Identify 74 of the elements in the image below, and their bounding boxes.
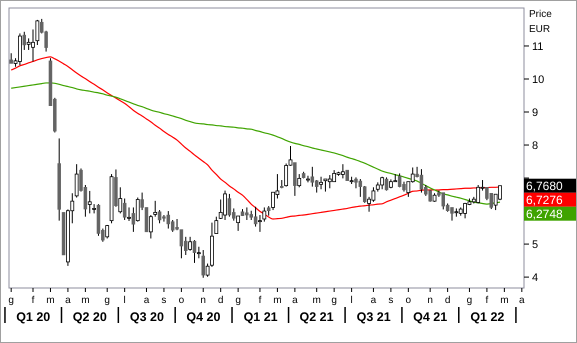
candlestick (258, 214, 262, 232)
x-tick-label: m (273, 295, 282, 306)
candlestick (476, 184, 480, 204)
x2-tick-label: Q2 20 (72, 310, 107, 324)
line-series (10, 82, 501, 205)
y-tick-label: 11 (532, 40, 544, 53)
x-tick-label: a (292, 295, 298, 306)
y-tick-label: 10 (532, 74, 544, 86)
x-tick-label: g (235, 295, 241, 306)
x-tick-label: a (144, 295, 150, 306)
candlestick (118, 186, 122, 214)
x2-tick-label: Q2 21 (299, 310, 334, 324)
candlestick (148, 214, 153, 239)
candlestick (35, 19, 40, 46)
candlestick (127, 206, 131, 222)
x-tick-label: l (350, 295, 353, 306)
x-tick-label: f (32, 295, 35, 306)
candlestick (136, 197, 140, 222)
y-tick-label: 8 (532, 140, 538, 152)
line-series (10, 56, 501, 220)
y-tick-label: 4 (532, 272, 538, 284)
candlestick (88, 190, 92, 214)
x-tick-label: g (8, 295, 14, 306)
candlestick (324, 178, 328, 192)
x-tick-label: a (370, 295, 377, 306)
x-tick-label: g (331, 295, 337, 306)
candlestick (262, 206, 266, 222)
x-tick-label: g (104, 295, 110, 306)
x-tick-label: m (500, 295, 509, 306)
candlestick (328, 174, 332, 189)
candlestick (380, 176, 384, 190)
x-tick-label: n (200, 295, 206, 306)
x2-tick-label: Q4 21 (413, 310, 448, 324)
candlestick (105, 224, 110, 239)
x2-tick-label: Q1 21 (244, 310, 278, 324)
x-tick-label: o (406, 295, 412, 306)
x-tick-label: d (444, 295, 450, 306)
candlestick (284, 163, 288, 188)
x-tick-label: s (388, 295, 394, 306)
x2-tick-label: Q3 21 (356, 310, 391, 324)
x-tick-label: f (258, 295, 262, 306)
x-tick-label: a (519, 295, 526, 306)
x-tick-label: n (427, 295, 433, 306)
x-tick-label: m (46, 295, 55, 306)
x2-tick-label: Q4 20 (186, 310, 221, 324)
x-tick-label: d (218, 295, 224, 306)
x-tick-label: m (312, 295, 321, 306)
x-tick-label: o (178, 295, 185, 306)
x2-tick-label: Q1 22 (470, 310, 504, 324)
x-tick-label: f (486, 295, 489, 306)
candlestick (319, 176, 323, 190)
x-tick-label: g (466, 295, 472, 306)
y-axis-title: Price EUR (529, 9, 552, 35)
text: 6,7680 (526, 179, 564, 194)
candlestick (188, 236, 192, 252)
x2-tick-label: Q1 20 (16, 310, 50, 324)
text: 6,2748 (526, 207, 564, 222)
candlestick (376, 182, 380, 192)
candlestick (26, 38, 31, 50)
candlestick (340, 164, 345, 179)
candlestick (206, 263, 210, 278)
y-tick-label: 5 (532, 238, 538, 251)
x-tick-label: l (124, 295, 126, 306)
candlestick (214, 216, 218, 234)
x-tick-label: m (81, 295, 90, 306)
text: 6,7276 (526, 193, 564, 208)
x2-tick-label: Q3 20 (130, 310, 164, 324)
candlestick (92, 204, 96, 214)
candlestick (297, 174, 302, 188)
x-tick-label: s (161, 295, 166, 306)
candlestick (223, 190, 227, 220)
y-tick-label: 9 (532, 106, 538, 119)
x-tick-label: a (65, 295, 72, 306)
candlestick (153, 200, 158, 218)
